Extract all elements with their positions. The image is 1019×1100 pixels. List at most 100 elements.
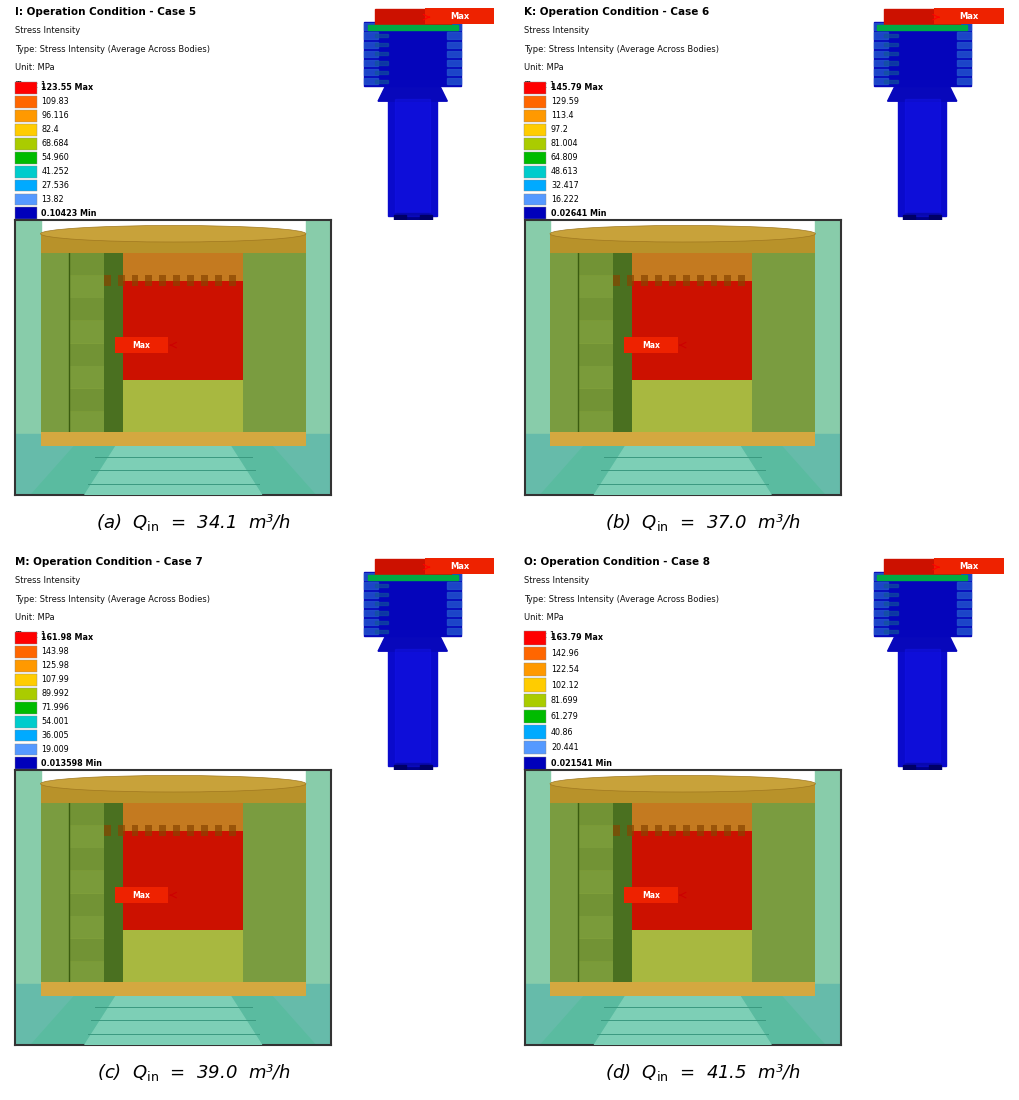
Polygon shape [905,649,940,766]
Polygon shape [903,214,915,220]
Text: Max: Max [642,891,660,900]
Text: 0.10423 Min: 0.10423 Min [42,209,97,218]
Polygon shape [873,572,971,636]
Text: Max: Max [449,12,469,21]
Bar [627,825,634,836]
Polygon shape [368,575,458,580]
Polygon shape [905,99,940,216]
Polygon shape [375,559,450,576]
Polygon shape [898,99,947,216]
FancyBboxPatch shape [524,757,546,770]
Bar [69,802,104,826]
Text: Stress Intensity: Stress Intensity [14,26,79,35]
Text: 163.79 Max: 163.79 Max [551,634,603,642]
Bar [752,783,815,984]
Polygon shape [540,984,824,1045]
Bar [41,234,104,434]
Polygon shape [957,601,971,607]
Text: Unit: MPa: Unit: MPa [524,63,564,72]
Polygon shape [364,619,378,625]
Polygon shape [395,763,430,770]
Polygon shape [884,629,898,632]
Polygon shape [884,70,898,74]
Text: K: Operation Condition - Case 6: K: Operation Condition - Case 6 [524,7,709,16]
Polygon shape [594,996,771,1045]
Bar [550,783,613,984]
Text: Time: 1: Time: 1 [524,81,555,90]
Polygon shape [306,783,331,984]
Polygon shape [375,62,388,65]
Text: I: Operation Condition - Case 5: I: Operation Condition - Case 5 [14,7,196,16]
Bar [725,825,732,836]
Bar [683,275,690,286]
Polygon shape [873,59,888,66]
Text: 20.441: 20.441 [551,744,579,752]
Polygon shape [888,634,957,651]
Text: 32.417: 32.417 [551,182,579,190]
FancyBboxPatch shape [524,710,546,723]
Bar [69,848,104,871]
Bar [69,870,104,893]
Text: 71.996: 71.996 [42,703,69,712]
Text: 145.79 Max: 145.79 Max [551,84,603,92]
Polygon shape [15,234,41,434]
Polygon shape [364,592,378,598]
Text: 40.86: 40.86 [551,727,574,737]
Polygon shape [957,51,971,57]
Polygon shape [378,84,447,101]
Text: 122.54: 122.54 [551,664,579,674]
Text: Type: Stress Intensity (Average Across Bodies): Type: Stress Intensity (Average Across B… [14,595,210,604]
Bar [69,320,104,343]
Polygon shape [884,9,960,26]
Polygon shape [877,25,967,30]
Bar [69,938,104,961]
Polygon shape [957,78,971,85]
Bar [641,275,648,286]
Polygon shape [873,628,888,635]
Polygon shape [364,572,462,636]
Polygon shape [957,583,971,588]
Bar [41,234,69,434]
Polygon shape [15,220,41,253]
Text: 64.809: 64.809 [551,153,579,162]
Text: 54.960: 54.960 [42,153,69,162]
Text: 48.613: 48.613 [551,167,579,176]
Polygon shape [525,984,594,1045]
Polygon shape [873,619,888,625]
Text: Unit: MPa: Unit: MPa [14,63,54,72]
Bar [41,783,306,803]
FancyBboxPatch shape [14,166,37,177]
Polygon shape [364,601,378,607]
Polygon shape [364,42,378,48]
Bar [201,825,208,836]
Polygon shape [393,764,406,770]
Polygon shape [364,33,378,39]
Bar [117,825,124,836]
Polygon shape [364,51,378,57]
Text: Type: Stress Intensity (Average Across Bodies): Type: Stress Intensity (Average Across B… [524,45,719,54]
Polygon shape [447,33,462,39]
FancyBboxPatch shape [14,688,37,700]
Text: Max: Max [959,562,978,571]
Bar [229,825,235,836]
Bar [725,275,732,286]
Bar [187,275,194,286]
Polygon shape [884,559,960,576]
Polygon shape [375,629,388,632]
Text: 41.252: 41.252 [42,167,69,176]
Bar [697,825,703,836]
Text: 123.55 Max: 123.55 Max [42,84,94,92]
Bar [579,365,613,389]
FancyBboxPatch shape [14,758,37,769]
Text: 113.4: 113.4 [551,111,574,120]
Bar [243,783,306,984]
FancyBboxPatch shape [14,82,37,94]
Polygon shape [375,34,388,37]
Text: 54.001: 54.001 [42,717,69,726]
Polygon shape [815,770,841,803]
Polygon shape [877,575,967,580]
Polygon shape [884,593,898,596]
Polygon shape [447,583,462,588]
Text: 109.83: 109.83 [42,98,69,107]
Polygon shape [884,34,898,37]
